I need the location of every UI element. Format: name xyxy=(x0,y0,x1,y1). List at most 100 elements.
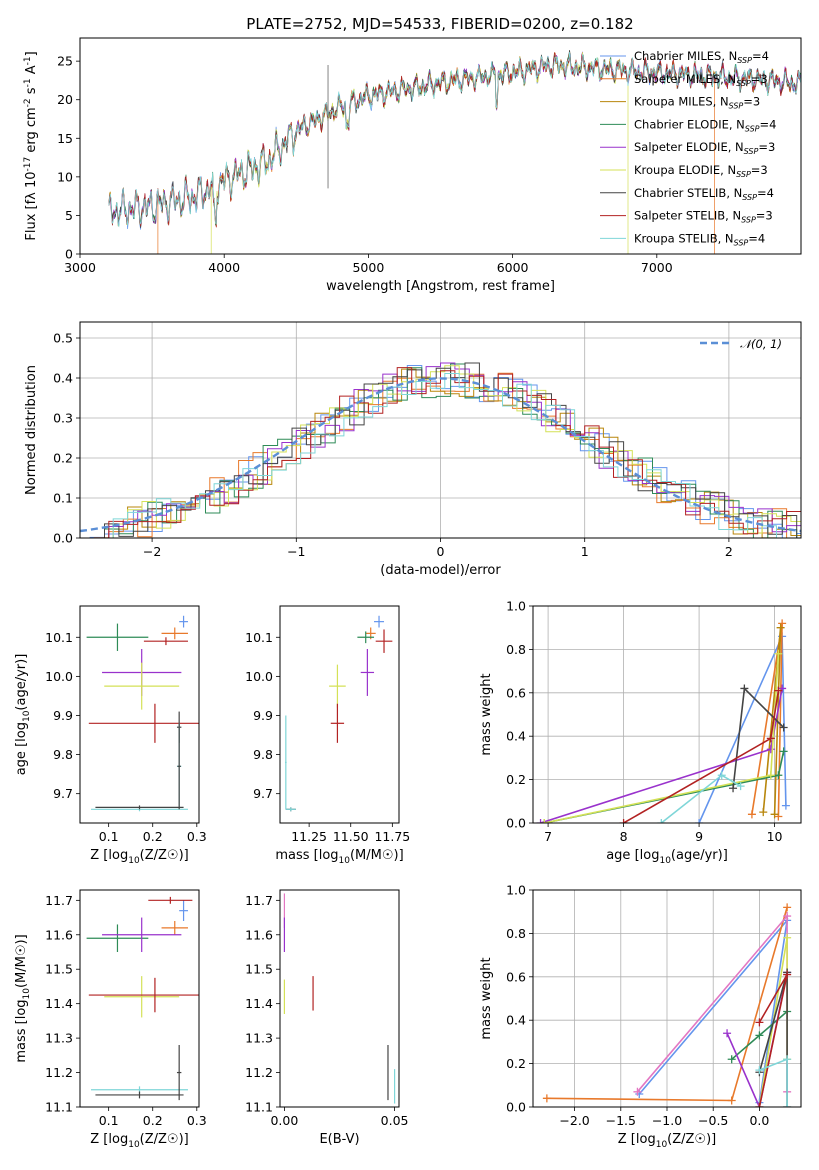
residual-histogram xyxy=(80,363,801,538)
mass-vs-Z-frame xyxy=(79,889,200,1108)
mass-vs-ebv-ytick-label: 11.1 xyxy=(245,1100,273,1115)
massweight-vs-age-series-line xyxy=(660,774,741,823)
massweight-vs-age-point-marker xyxy=(540,819,549,823)
massweight-vs-Z-ytick-label: 0.2 xyxy=(506,1056,526,1071)
massweight-vs-age-point-marker xyxy=(729,784,738,793)
residuals-ylabel: Normed distribution xyxy=(24,365,39,495)
age-vs-Z-plot-area xyxy=(86,615,199,812)
age-vs-mass-xtick-label: 11.75 xyxy=(374,829,410,844)
spectrum-ytick-label: 5 xyxy=(65,208,73,223)
massweight-vs-Z-axes: −2.0 −1.5 −1.0 −0.5 0.0 0.0 0.2 0.4 0.6 0.8 1.0 Z [… xyxy=(479,883,802,1150)
mass-vs-Z-axes: 0.1 0.2 0.3 11.1 11.2 11.3 11.4 11.5 11.6 11.7 Z [… xyxy=(14,889,207,1150)
massweight-vs-age-point-marker xyxy=(779,723,788,732)
massweight-vs-age-point-marker xyxy=(759,808,768,817)
massweight-vs-Z-point-marker xyxy=(783,970,792,979)
massweight-vs-Z-point-marker xyxy=(755,1031,764,1040)
spectrum-legend-label: Chabrier MILES, NSSP=4 xyxy=(634,49,769,65)
age-vs-Z-ytick-label: 9.7 xyxy=(53,786,73,801)
residuals-xtick-label: 0 xyxy=(437,544,445,559)
spectrum-xtick-label: 4000 xyxy=(208,260,240,275)
mass-vs-Z-xlabel: Z [log10​(Z/Z☉)] xyxy=(90,1132,188,1150)
age-vs-mass-axes: 11.25 11.50 11.75 9.7 9.8 9.9 10.0 10.1 mass [lo… xyxy=(245,605,410,866)
massweight-vs-Z-point-marker xyxy=(723,1029,732,1038)
mass-vs-Z-ytick-label: 11.2 xyxy=(45,1065,73,1080)
massweight-vs-Z-point-marker xyxy=(783,1055,792,1064)
massweight-vs-age-point-marker xyxy=(740,684,749,693)
massweight-vs-age-plot-area xyxy=(536,619,790,823)
mass-vs-ebv-ytick-label: 11.3 xyxy=(245,1031,273,1046)
age-vs-Z-xtick-label: 0.2 xyxy=(143,829,163,844)
massweight-vs-Z-point-marker xyxy=(755,1103,764,1107)
residual-histogram xyxy=(80,372,801,538)
massweight-vs-Z-xlabel: Z [log10​(Z/Z☉)] xyxy=(618,1132,716,1150)
residual-legend-label: 𝒩(0, 1) xyxy=(740,337,782,351)
massweight-vs-age-point-marker xyxy=(717,771,726,780)
massweight-vs-Z-xtick-label: −2.0 xyxy=(559,1113,589,1128)
age-vs-mass-xtick-label: 11.50 xyxy=(333,829,369,844)
massweight-vs-age-point-marker xyxy=(774,649,783,658)
massweight-vs-age-point-marker xyxy=(695,819,704,823)
massweight-vs-Z-xtick-label: −1.0 xyxy=(652,1113,682,1128)
massweight-vs-age-series-line xyxy=(540,688,783,823)
massweight-vs-age-ytick-label: 0.2 xyxy=(506,772,526,787)
massweight-vs-Z-ytick-label: 0.6 xyxy=(506,969,526,984)
age-vs-Z-xtick-label: 0.3 xyxy=(187,829,207,844)
mass-vs-Z-ytick-label: 11.4 xyxy=(45,996,73,1011)
spectrum-ytick-label: 15 xyxy=(57,131,73,146)
residual-histogram xyxy=(80,362,801,538)
massweight-vs-age-point-marker xyxy=(774,686,783,695)
spectrum-legend-label: Kroupa STELIB, NSSP=4 xyxy=(634,231,765,247)
residual-histogram xyxy=(84,368,801,538)
massweight-vs-age-ytick-label: 0.6 xyxy=(506,685,526,700)
age-vs-Z-ytick-label: 10.1 xyxy=(45,630,73,645)
massweight-vs-age-point-marker xyxy=(747,810,756,819)
age-vs-mass-ytick-label: 9.8 xyxy=(253,747,273,762)
massweight-vs-age-series-line xyxy=(544,653,780,823)
massweight-vs-age-series-line xyxy=(544,751,785,823)
residuals-ytick-label: 0.2 xyxy=(53,451,73,466)
massweight-vs-Z-point-marker xyxy=(727,1096,736,1105)
massweight-vs-age-point-marker xyxy=(619,819,628,823)
spectrum-xtick-label: 5000 xyxy=(352,260,384,275)
massweight-vs-age-frame xyxy=(532,605,802,824)
massweight-vs-age-ytick-label: 0.0 xyxy=(506,816,526,831)
massweight-vs-age-point-marker xyxy=(770,810,779,819)
normal-curve xyxy=(80,377,801,533)
spectrum-xtick-label: 3000 xyxy=(64,260,96,275)
age-vs-Z-ytick-label: 9.9 xyxy=(53,708,73,723)
age-vs-Z-axes: 0.1 0.2 0.3 9.7 9.8 9.9 10.0 10.1 Z [log10​(Z/Z☉… xyxy=(14,605,207,866)
residuals-ytick-label: 0.0 xyxy=(53,531,73,546)
spectrum-ytick-label: 0 xyxy=(65,247,73,262)
massweight-vs-age-point-marker xyxy=(781,801,790,810)
massweight-vs-age-series-line xyxy=(623,690,780,823)
massweight-vs-age-ylabel: mass weight xyxy=(479,673,494,755)
residuals-plot-area xyxy=(80,362,801,538)
mass-vs-ebv-xtick-label: 0.05 xyxy=(381,1113,409,1128)
massweight-vs-age-xtick-label: 7 xyxy=(544,829,552,844)
massweight-vs-Z-point-marker xyxy=(755,1066,764,1075)
massweight-vs-age-ytick-label: 1.0 xyxy=(506,599,526,614)
mass-vs-Z-ytick-label: 11.3 xyxy=(45,1031,73,1046)
spectrum-xlabel: wavelength [Angstrom, rest frame] xyxy=(326,279,555,294)
massweight-vs-age-point-marker xyxy=(766,734,775,743)
spectrum-legend-label: Chabrier STELIB, NSSP=4 xyxy=(634,186,774,202)
massweight-vs-age-axes: 7 8 9 10 0.0 0.2 0.4 0.6 0.8 1.0 age [log10​(age/y… xyxy=(479,599,802,866)
spectrum-legend-label: Kroupa ELODIE, NSSP=3 xyxy=(634,163,768,179)
residual-histogram xyxy=(80,367,801,538)
mass-vs-Z-ytick-label: 11.7 xyxy=(45,893,73,908)
residuals-xtick-label: −2 xyxy=(143,544,161,559)
mass-vs-ebv-ytick-label: 11.4 xyxy=(245,996,273,1011)
mass-vs-ebv-xtick-label: 0.00 xyxy=(270,1113,298,1128)
massweight-vs-Z-ytick-label: 0.4 xyxy=(506,1013,526,1028)
massweight-vs-Z-xtick-label: 0.0 xyxy=(749,1113,769,1128)
mass-vs-ebv-ytick-label: 11.2 xyxy=(245,1065,273,1080)
spectrum-axes: 3000 4000 5000 6000 7000 0 5 10 15 20 25 wavelength… xyxy=(23,37,802,294)
spectrum-legend-label: Kroupa MILES, NSSP=3 xyxy=(634,95,760,111)
massweight-vs-age-point-marker xyxy=(536,819,545,823)
spectrum-ytick-label: 25 xyxy=(57,54,73,69)
residuals-ytick-label: 0.1 xyxy=(53,491,73,506)
massweight-vs-Z-point-marker xyxy=(783,1103,792,1107)
residuals-xlabel: (data-model)/error xyxy=(380,563,501,578)
age-vs-mass-ytick-label: 9.7 xyxy=(253,786,273,801)
spectrum-legend-label: Salpeter ELODIE, NSSP=3 xyxy=(634,140,775,156)
